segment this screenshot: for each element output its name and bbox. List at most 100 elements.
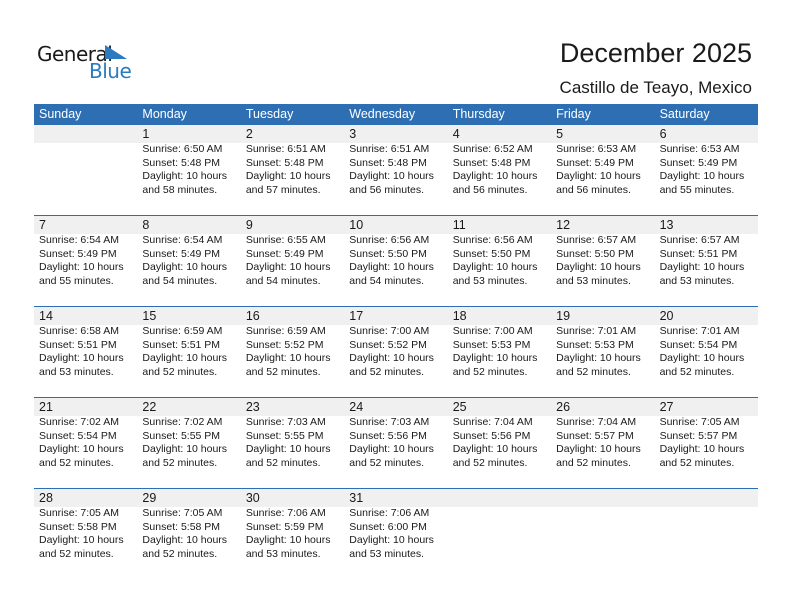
daylight-text: Daylight: 10 hours [452,170,538,182]
day-number: 7 [39,218,46,232]
day-cell: 12 Sunrise: 6:57 AM Sunset: 5:50 PM Dayligh… [551,216,654,288]
day-cell: 11 Sunrise: 6:56 AM Sunset: 5:50 PM Dayligh… [448,216,551,288]
weekday-thursday: Thursday [452,107,505,121]
day-number: 3 [349,127,357,141]
sunset-text: Sunset: 5:50 PM [556,247,634,260]
daylight-text: Daylight: 10 hours [349,261,434,273]
day-number: 14 [39,309,53,323]
day-number-band [34,125,758,143]
daylight-minutes-text: and 53 minutes. [39,365,114,378]
day-number: 1 [142,127,150,141]
day-cell: 18 Sunrise: 7:00 AM Sunset: 5:53 PM Dayligh… [448,307,551,379]
sunrise-text: Sunrise: 7:04 AM [452,416,533,428]
sunset-text: Sunset: 5:49 PM [142,247,221,260]
daylight-minutes-text: and 53 minutes. [452,274,528,287]
weekday-wednesday: Wednesday [349,107,416,121]
empty-day-cell [655,489,758,561]
day-cell: 21 Sunrise: 7:02 AM Sunset: 5:54 PM Dayligh… [34,398,137,470]
sunset-text: Sunset: 5:55 PM [142,429,221,442]
daylight-text: Daylight: 10 hours [245,170,331,182]
sunrise-text: Sunrise: 6:52 AM [452,143,533,155]
daylight-text: Daylight: 10 hours [556,443,641,455]
weekday-monday: Monday [142,107,187,121]
day-cell: 20 Sunrise: 7:01 AM Sunset: 5:54 PM Dayligh… [655,307,758,379]
daylight-text: Daylight: 10 hours [659,352,745,364]
day-cell: 3 Sunrise: 6:51 AM Sunset: 5:48 PM Daylight… [344,125,447,197]
sunrise-text: Sunrise: 6:56 AM [349,234,430,246]
daylight-text: Daylight: 10 hours [142,352,228,364]
day-number: 17 [349,309,364,323]
day-cell: 2 Sunrise: 6:51 AM Sunset: 5:48 PM Daylight… [241,125,344,197]
sunset-text: Sunset: 5:53 PM [452,338,531,351]
day-number: 10 [349,218,364,232]
daylight-text: Daylight: 10 hours [245,443,331,455]
day-number: 8 [142,218,150,232]
day-number-band [34,489,758,507]
sunrise-text: Sunrise: 7:02 AM [142,416,223,428]
sunset-text: Sunset: 5:48 PM [245,156,324,169]
day-number: 4 [452,127,460,141]
weekday-sunday: Sunday [39,107,82,121]
day-cell: 6 Sunrise: 6:53 AM Sunset: 5:49 PM Daylight… [655,125,758,197]
sunset-text: Sunset: 5:49 PM [659,156,738,169]
daylight-minutes-text: and 55 minutes. [659,183,735,196]
daylight-text: Daylight: 10 hours [452,261,538,273]
day-cell: 23 Sunrise: 7:03 AM Sunset: 5:55 PM Dayligh… [241,398,344,470]
sunrise-text: Sunrise: 6:56 AM [452,234,533,246]
daylight-text: Daylight: 10 hours [142,261,228,273]
sunrise-text: Sunrise: 6:57 AM [659,234,740,246]
weekday-saturday: Saturday [659,107,710,121]
day-cell: 1 Sunrise: 6:50 AM Sunset: 5:48 PM Daylight… [137,125,240,197]
day-cell: 9 Sunrise: 6:55 AM Sunset: 5:49 PM Daylight… [241,216,344,288]
daylight-minutes-text: and 52 minutes. [349,365,424,378]
sunset-text: Sunset: 5:49 PM [245,247,324,260]
sunrise-text: Sunrise: 6:59 AM [245,325,326,337]
sunrise-text: Sunrise: 6:53 AM [659,143,740,155]
day-number-band [34,307,758,325]
sunrise-text: Sunrise: 7:06 AM [349,507,430,519]
day-number: 30 [245,491,260,505]
day-cell: 29 Sunrise: 7:05 AM Sunset: 5:58 PM Dayligh… [137,489,240,561]
sunset-text: Sunset: 5:56 PM [349,429,427,442]
logo-text-general: General [37,42,113,66]
sunrise-text: Sunrise: 6:58 AM [39,325,119,337]
sunrise-text: Sunrise: 6:57 AM [556,234,637,246]
day-number-band [34,398,758,416]
daylight-minutes-text: and 56 minutes. [349,183,424,196]
sunrise-text: Sunrise: 7:01 AM [659,325,740,337]
daylight-minutes-text: and 53 minutes. [659,274,735,287]
sunset-text: Sunset: 5:56 PM [452,429,531,442]
day-number: 29 [142,491,157,505]
day-cell: 25 Sunrise: 7:04 AM Sunset: 5:56 PM Dayligh… [448,398,551,470]
daylight-minutes-text: and 53 minutes. [245,547,321,560]
sunset-text: Sunset: 5:58 PM [39,520,117,533]
day-cell: 26 Sunrise: 7:04 AM Sunset: 5:57 PM Dayligh… [551,398,654,470]
day-number: 15 [142,309,157,323]
logo-text-blue: Blue [89,59,132,83]
day-number: 27 [659,400,674,414]
daylight-text: Daylight: 10 hours [245,352,331,364]
daylight-text: Daylight: 10 hours [349,534,434,546]
day-number: 26 [556,400,571,414]
sunset-text: Sunset: 5:48 PM [349,156,427,169]
daylight-minutes-text: and 52 minutes. [245,456,321,469]
week-row: 7 Sunrise: 6:54 AM Sunset: 5:49 PM Daylight… [34,215,758,306]
daylight-minutes-text: and 52 minutes. [39,456,114,469]
daylight-minutes-text: and 53 minutes. [556,274,631,287]
sunrise-text: Sunrise: 7:03 AM [245,416,326,428]
sunrise-text: Sunrise: 7:03 AM [349,416,430,428]
week-row: 28 Sunrise: 7:05 AM Sunset: 5:58 PM Dayligh… [34,488,758,579]
sunset-text: Sunset: 5:48 PM [142,156,221,169]
daylight-minutes-text: and 52 minutes. [556,365,631,378]
day-cell: 30 Sunrise: 7:06 AM Sunset: 5:59 PM Dayligh… [241,489,344,561]
daylight-minutes-text: and 58 minutes. [142,183,218,196]
day-cell: 7 Sunrise: 6:54 AM Sunset: 5:49 PM Daylight… [34,216,137,288]
sunset-text: Sunset: 5:51 PM [39,338,117,351]
sunrise-text: Sunrise: 7:00 AM [349,325,430,337]
day-number: 5 [556,127,564,141]
daylight-minutes-text: and 52 minutes. [452,365,528,378]
day-number: 21 [39,400,53,414]
sunset-text: Sunset: 5:52 PM [349,338,427,351]
daylight-minutes-text: and 52 minutes. [245,365,321,378]
daylight-minutes-text: and 54 minutes. [349,274,424,287]
